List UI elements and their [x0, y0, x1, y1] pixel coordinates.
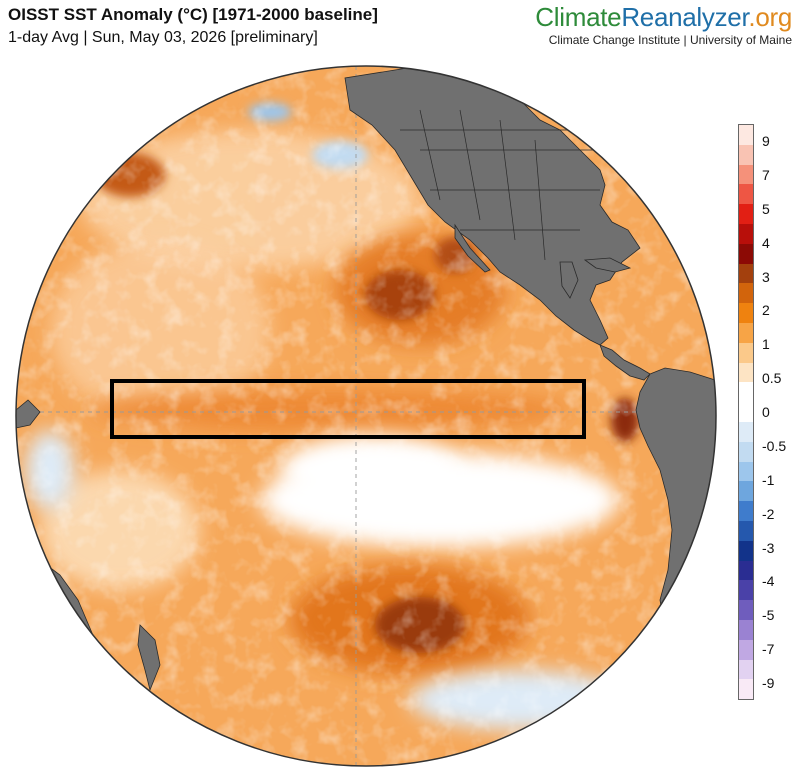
color-scale-tick-label: 0: [762, 404, 770, 420]
color-scale-tick-label: -1: [762, 471, 775, 488]
color-scale-tick-label: 3: [762, 268, 770, 285]
color-scale-segment: [739, 184, 753, 205]
brand-logo-part1: Climate: [535, 2, 622, 32]
color-scale-segment: [739, 382, 753, 403]
color-scale-segment: [739, 283, 753, 304]
color-scale-segment: [739, 461, 753, 482]
color-scale-tick-label: -7: [762, 641, 775, 658]
color-scale-segment: [739, 540, 753, 561]
color-scale-segment: [739, 223, 753, 244]
color-scale-segment: [739, 164, 753, 185]
brand-logo-part3: .org: [748, 2, 792, 32]
color-scale-tick-label: 0.5: [762, 370, 782, 387]
color-scale-tick-label: 4: [762, 234, 770, 251]
color-scale-tick-label: 9: [762, 133, 770, 149]
brand-logo[interactable]: ClimateReanalyzer.org: [535, 2, 792, 32]
us-state-borders: [400, 109, 600, 261]
color-scale-tick-label: 7: [762, 166, 770, 183]
color-scale-tick-label: -9: [762, 675, 775, 691]
globe-content: [16, 66, 716, 766]
color-scale-tick-label: 1: [762, 336, 770, 353]
state-border: [400, 109, 600, 261]
nino-box: [110, 379, 586, 439]
color-scale-tick-label: -5: [762, 607, 775, 624]
central-america-land: [599, 344, 651, 381]
map-title: OISST SST Anomaly (°C) [1971-2000 baseli…: [8, 5, 378, 24]
color-scale-segment: [739, 600, 753, 620]
color-scale-segment: [739, 679, 753, 700]
color-scale-segment: [739, 481, 753, 502]
color-scale-segment: [739, 402, 753, 422]
brand-block: ClimateReanalyzer.org Climate Change Ins…: [535, 2, 792, 47]
color-scale-labels: 9 7 5 4 3 2 1 0.5 0 -0.5 -1 -2 -3 -4 -5 -7 -9: [762, 124, 800, 700]
color-scale-segment: [739, 580, 753, 601]
color-scale-segment: [739, 441, 753, 462]
color-scale-segment: [739, 144, 753, 165]
color-scale-segment: [739, 125, 753, 145]
globe-outline: [15, 65, 717, 767]
color-scale-tick-label: -0.5: [762, 437, 787, 454]
baja-california-land: [454, 223, 491, 273]
color-scale-tick-label: 5: [762, 200, 770, 217]
brand-credit: Climate Change Institute | University of…: [548, 33, 792, 47]
color-scale-segment: [739, 421, 753, 442]
map-subtitle: 1-day Avg | Sun, May 03, 2026 [prelimina…: [8, 29, 318, 46]
brand-logo-part2: Reanalyzer: [621, 2, 749, 32]
cuba-land: [583, 257, 632, 273]
color-scale-segment: [739, 659, 753, 680]
color-scale-segment: [739, 322, 753, 343]
color-scale-segment: [739, 263, 753, 284]
color-scale-segment: [739, 362, 753, 383]
color-scale-tick-label: 2: [762, 302, 770, 319]
anomaly-texture: [16, 66, 716, 766]
color-scale-segment: [739, 303, 753, 323]
color-scale-segment: [739, 243, 753, 264]
color-scale-bar: [738, 124, 754, 700]
new-zealand-land: [137, 624, 161, 692]
color-scale-segment: [739, 560, 753, 581]
color-scale-segment: [739, 342, 753, 363]
globe-map: [15, 65, 717, 767]
color-scale-segment: [739, 520, 753, 541]
color-scale-segment: [739, 639, 753, 660]
color-scale-tick-label: -4: [762, 573, 775, 590]
color-scale-segment: [739, 619, 753, 640]
color-scale-tick-label: -3: [762, 539, 775, 556]
color-scale-segment: [739, 501, 753, 521]
indonesia-land: [16, 399, 41, 429]
color-scale-segment: [739, 204, 753, 224]
florida-land: [559, 261, 579, 299]
color-scale-tick-label: -2: [762, 505, 775, 522]
